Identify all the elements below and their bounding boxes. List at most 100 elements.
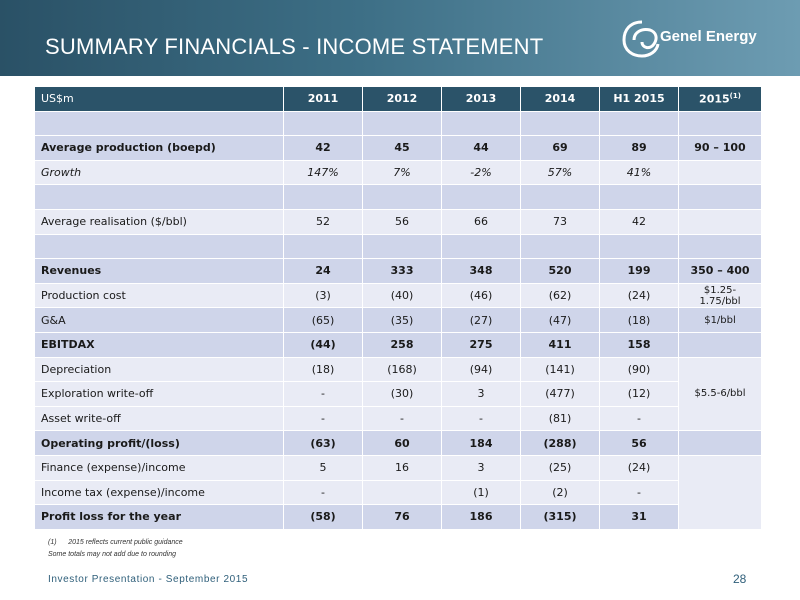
table-cell: - [599, 479, 679, 506]
table-cell [362, 479, 442, 506]
row-label: Revenues [34, 258, 284, 284]
table-cell: 89 [599, 135, 679, 161]
table-row [34, 184, 762, 210]
row-label [34, 110, 284, 137]
table-cell: 520 [520, 258, 600, 284]
table-row: Average production (boepd) 42 45 44 69 89 90 –… [34, 135, 762, 161]
table-row: Income tax (expense)/income - (1) (2) - [34, 479, 762, 506]
table-cell: 333 [362, 258, 442, 284]
table-cell: 56 [362, 208, 442, 235]
company-logo: Genel Energy [622, 18, 772, 60]
table-cell: (94) [441, 356, 521, 383]
table-cell: (47) [520, 307, 600, 333]
table-cell: 184 [441, 430, 521, 456]
table-cell: (477) [520, 381, 600, 407]
table-cell: (168) [362, 356, 442, 383]
table-cell [441, 184, 521, 210]
footnote-1-marker: (1) [48, 539, 57, 546]
guidance-cell: $1/bbl [678, 307, 762, 333]
row-label: Profit loss for the year [34, 504, 284, 530]
table-cell [599, 233, 679, 260]
table-row: G&A (65) (35) (27) (47) (18) $1/bbl [34, 307, 762, 333]
table-cell: (18) [283, 356, 363, 383]
table-cell: 44 [441, 135, 521, 161]
table-cell [599, 184, 679, 210]
table-row: Depreciation (18) (168) (94) (141) (90) $5.5-6… [34, 356, 762, 432]
column-header: US$m [34, 86, 284, 112]
table-row: Revenues 24 333 348 520 199 350 – 400 [34, 258, 762, 284]
table-cell [441, 233, 521, 260]
guidance-cell: $5.5-6/bbl [678, 356, 762, 432]
row-label: Income tax (expense)/income [34, 479, 284, 506]
table-row: Finance (expense)/income 5 16 3 (25) (24) [34, 454, 762, 530]
table-cell: (24) [599, 282, 679, 309]
table-cell: 76 [362, 504, 442, 530]
guidance-cell [678, 331, 762, 358]
row-label: Asset write-off [34, 405, 284, 432]
row-label: EBITDAX [34, 331, 284, 358]
table-header-row: US$m 2011 2012 2013 2014 H1 2015 2015(1) [34, 86, 762, 112]
column-header-label: 2015 [699, 92, 730, 106]
table-cell: - [283, 405, 363, 432]
footnote-marker: (1) [729, 91, 741, 100]
footnote-2: Some totals may not add due to rounding [48, 551, 177, 558]
table-cell: 158 [599, 331, 679, 358]
table-row: Asset write-off - - - (81) - [34, 405, 762, 432]
guidance-cell [678, 430, 762, 456]
table-cell: -2% [441, 159, 521, 186]
table-cell: (1) [441, 479, 521, 506]
table-cell: 348 [441, 258, 521, 284]
table-cell: (90) [599, 356, 679, 383]
column-header: 2013 [441, 86, 521, 112]
table-cell: 275 [441, 331, 521, 358]
table-cell: (18) [599, 307, 679, 333]
table-row: Exploration write-off - (30) 3 (477) (12) [34, 381, 762, 407]
table-cell: 411 [520, 331, 600, 358]
column-header: 2015(1) [678, 86, 762, 112]
guidance-cell [678, 110, 762, 137]
table-cell [283, 110, 363, 137]
table-cell: (65) [283, 307, 363, 333]
table-cell: 3 [441, 381, 521, 407]
row-label: Finance (expense)/income [34, 454, 284, 481]
table-cell: (35) [362, 307, 442, 333]
table-cell: 69 [520, 135, 600, 161]
table-cell: (58) [283, 504, 363, 530]
table-cell [520, 233, 600, 260]
table-cell: (288) [520, 430, 600, 456]
table-row: Production cost (3) (40) (46) (62) (24) $1.25-… [34, 282, 762, 309]
row-label [34, 184, 284, 210]
table-cell: 57% [520, 159, 600, 186]
table-row [34, 110, 762, 137]
guidance-cell [678, 454, 762, 530]
table-cell: 16 [362, 454, 442, 481]
table-cell [362, 110, 442, 137]
table-cell: - [283, 381, 363, 407]
guidance-cell: $1.25- 1.75/bbl [678, 282, 762, 309]
table-cell: 45 [362, 135, 442, 161]
page-title: SUMMARY FINANCIALS - INCOME STATEMENT [45, 34, 544, 59]
table-cell: (46) [441, 282, 521, 309]
table-cell: - [441, 405, 521, 432]
table-cell: (2) [520, 479, 600, 506]
table-cell: (315) [520, 504, 600, 530]
row-label: Average realisation ($/bbl) [34, 208, 284, 235]
table-cell: 73 [520, 208, 600, 235]
table-row: EBITDAX (44) 258 275 411 158 [34, 331, 762, 358]
table-cell: 24 [283, 258, 363, 284]
row-label [34, 233, 284, 260]
table-cell: (30) [362, 381, 442, 407]
table-cell: (12) [599, 381, 679, 407]
row-label: Exploration write-off [34, 381, 284, 407]
table-row [34, 233, 762, 260]
table-row: Profit loss for the year (58) 76 186 (315) 31 [34, 504, 762, 530]
guidance-cell [678, 208, 762, 235]
table-cell: - [599, 405, 679, 432]
column-header: 2012 [362, 86, 442, 112]
table-cell: 56 [599, 430, 679, 456]
table-cell: (62) [520, 282, 600, 309]
table-cell: 5 [283, 454, 363, 481]
table-cell: (141) [520, 356, 600, 383]
table-cell [441, 110, 521, 137]
table-row: Growth 147% 7% -2% 57% 41% [34, 159, 762, 186]
